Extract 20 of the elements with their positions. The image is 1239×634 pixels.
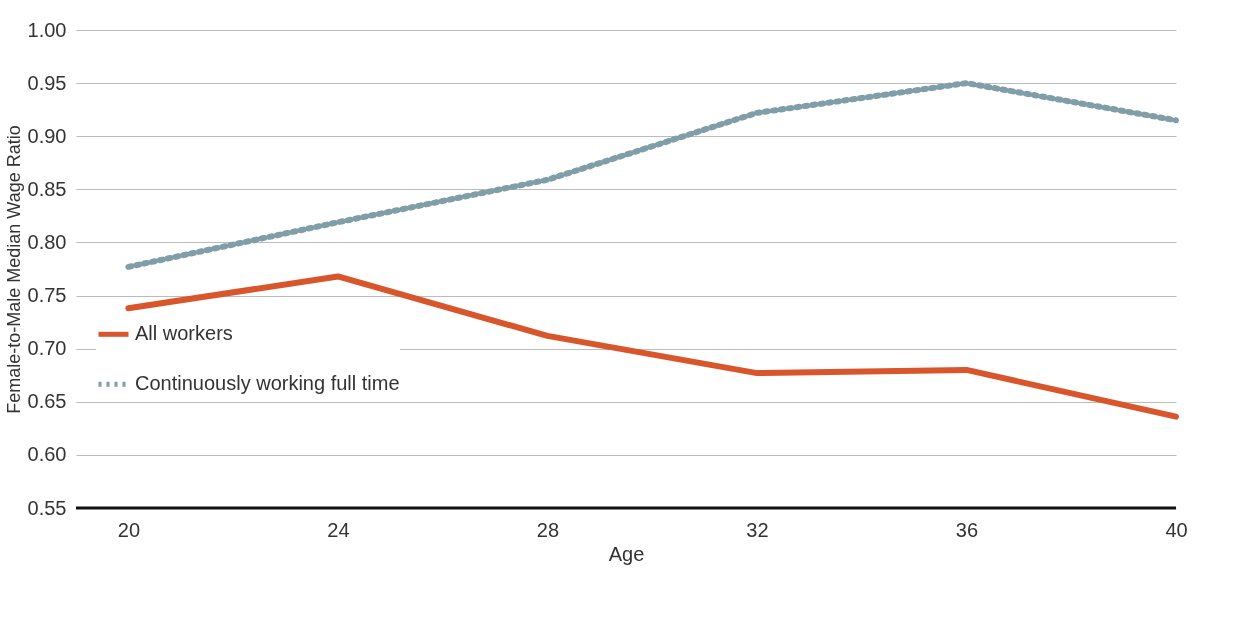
y-tick-label: 0.60: [27, 443, 67, 466]
x-tick-label: 28: [536, 518, 560, 541]
y-tick-label: 1.00: [27, 18, 67, 41]
y-tick-label: 0.95: [27, 71, 67, 94]
y-tick-label: 0.70: [27, 337, 67, 360]
x-tick-label: 36: [955, 518, 979, 541]
y-tick-label: 0.90: [27, 124, 67, 147]
y-tick-label: 0.75: [27, 284, 67, 307]
legend-label: Continuously working full time: [135, 372, 400, 395]
x-tick-label: 32: [746, 518, 769, 541]
x-axis-title: Age: [608, 542, 645, 565]
y-tick-label: 0.65: [27, 390, 67, 413]
y-tick-label: 0.80: [27, 230, 67, 253]
x-tick-label: 24: [327, 518, 350, 541]
y-tick-label: 0.55: [27, 496, 67, 519]
x-tick-label: 20: [117, 518, 141, 541]
x-tick-label: 40: [1165, 518, 1188, 541]
legend-label: All workers: [135, 322, 233, 345]
y-tick-label: 0.85: [27, 177, 67, 200]
y-axis-title: Female-to-Male Median Wage Ratio: [3, 125, 24, 414]
